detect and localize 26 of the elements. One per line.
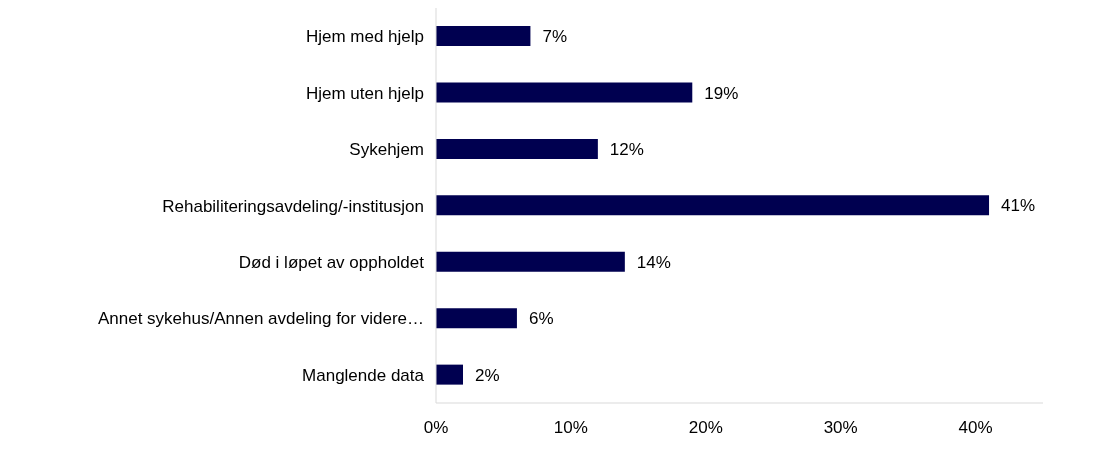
y-tick-label: Manglende data — [302, 365, 425, 385]
bar — [436, 82, 693, 103]
bar — [436, 138, 598, 159]
data-label: 12% — [609, 139, 644, 159]
data-label: 2% — [474, 365, 500, 385]
y-tick-label: Død i løpet av oppholdet — [238, 252, 425, 272]
bar — [436, 26, 531, 47]
x-tick-label: 0% — [423, 418, 449, 438]
y-tick-label: Annet sykehus/Annen avdeling for videre… — [97, 309, 424, 329]
bar — [436, 195, 990, 216]
y-tick-label: Hjem med hjelp — [305, 27, 424, 47]
data-label: 14% — [636, 252, 671, 272]
y-tick-label: Sykehjem — [349, 140, 424, 160]
y-tick-label: Rehabiliteringsavdeling/-institusjon — [162, 196, 424, 216]
bar — [436, 251, 625, 272]
x-tick-label: 10% — [553, 418, 588, 438]
bar — [436, 364, 463, 385]
y-tick-label: Hjem uten hjelp — [305, 83, 424, 103]
bar — [436, 308, 517, 329]
data-label: 6% — [528, 309, 554, 329]
x-tick-label: 30% — [823, 418, 858, 438]
data-label: 41% — [1001, 196, 1036, 216]
data-label: 19% — [704, 83, 739, 103]
data-label: 7% — [542, 27, 567, 47]
x-tick-label: 20% — [688, 418, 723, 438]
x-tick-label: 40% — [958, 418, 993, 438]
